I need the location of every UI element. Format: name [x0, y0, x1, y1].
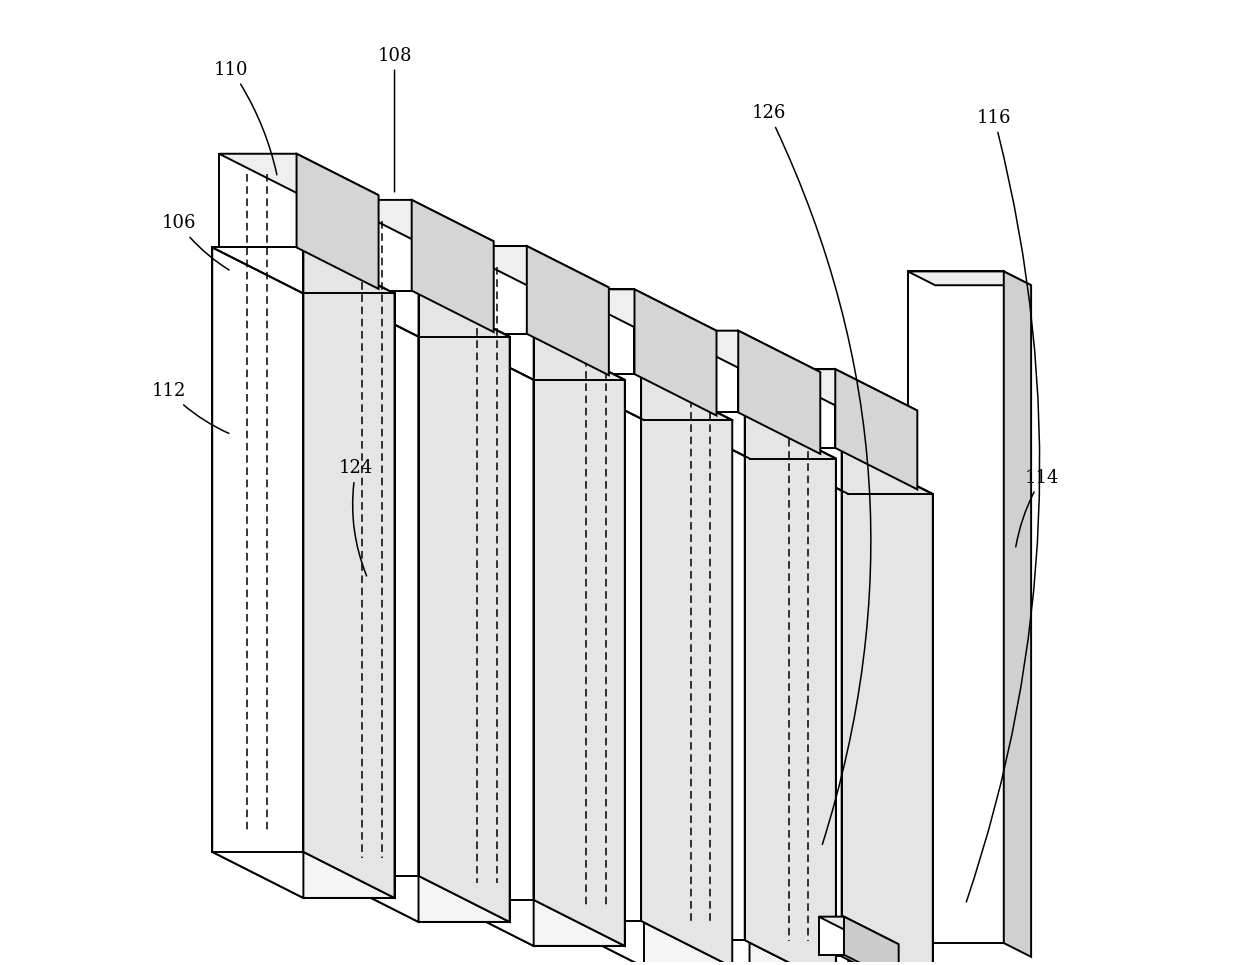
Polygon shape	[553, 921, 733, 965]
Polygon shape	[665, 331, 738, 412]
Polygon shape	[212, 852, 394, 898]
Text: 126: 126	[751, 104, 870, 844]
Polygon shape	[335, 200, 412, 290]
Polygon shape	[559, 290, 717, 331]
Text: 112: 112	[151, 382, 229, 433]
Polygon shape	[644, 420, 733, 965]
Polygon shape	[635, 290, 717, 416]
Polygon shape	[219, 153, 378, 195]
Polygon shape	[848, 494, 932, 965]
Polygon shape	[304, 293, 394, 898]
Polygon shape	[764, 370, 836, 448]
Text: 110: 110	[215, 61, 277, 175]
Text: 116: 116	[966, 109, 1039, 902]
Polygon shape	[412, 200, 494, 332]
Polygon shape	[665, 331, 821, 372]
Text: 108: 108	[377, 46, 412, 192]
Polygon shape	[908, 271, 1032, 286]
Polygon shape	[335, 200, 494, 241]
Text: 106: 106	[161, 214, 229, 270]
Polygon shape	[836, 370, 918, 489]
Polygon shape	[908, 271, 1003, 943]
Polygon shape	[419, 290, 510, 922]
Polygon shape	[764, 370, 918, 410]
Polygon shape	[533, 334, 625, 946]
Polygon shape	[842, 448, 932, 965]
Polygon shape	[553, 374, 644, 965]
Polygon shape	[559, 290, 635, 374]
Polygon shape	[449, 246, 609, 288]
Text: 114: 114	[1016, 469, 1059, 547]
Polygon shape	[449, 246, 527, 334]
Text: 124: 124	[339, 459, 373, 576]
Polygon shape	[533, 380, 625, 946]
Polygon shape	[749, 458, 836, 965]
Polygon shape	[327, 876, 510, 922]
Polygon shape	[738, 331, 821, 454]
Polygon shape	[1003, 271, 1032, 957]
Polygon shape	[758, 956, 932, 965]
Polygon shape	[304, 247, 394, 898]
Polygon shape	[327, 290, 419, 922]
Polygon shape	[745, 412, 836, 965]
Polygon shape	[419, 337, 510, 922]
Polygon shape	[443, 334, 533, 946]
Polygon shape	[212, 247, 304, 898]
Polygon shape	[758, 448, 848, 965]
Polygon shape	[818, 917, 899, 945]
Polygon shape	[641, 374, 733, 965]
Polygon shape	[443, 899, 625, 946]
Polygon shape	[844, 917, 899, 965]
Polygon shape	[219, 153, 296, 247]
Polygon shape	[818, 917, 844, 954]
Polygon shape	[296, 153, 378, 289]
Polygon shape	[527, 246, 609, 375]
Polygon shape	[658, 940, 836, 965]
Polygon shape	[658, 412, 749, 965]
